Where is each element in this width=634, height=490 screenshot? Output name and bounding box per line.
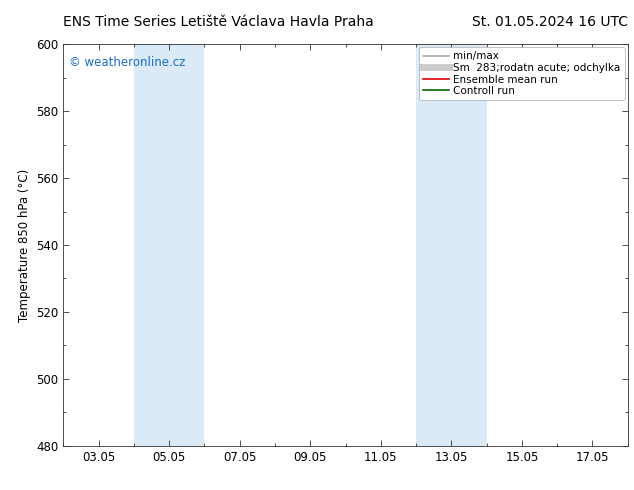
Bar: [134, 44, 204, 446]
Y-axis label: Temperature 850 hPa (°C): Temperature 850 hPa (°C): [18, 169, 30, 321]
Bar: [416, 44, 487, 446]
Legend: min/max, Sm  283;rodatn acute; odchylka, Ensemble mean run, Controll run: min/max, Sm 283;rodatn acute; odchylka, …: [418, 47, 624, 100]
Text: St. 01.05.2024 16 UTC: St. 01.05.2024 16 UTC: [472, 15, 628, 29]
Text: ENS Time Series Letiště Václava Havla Praha: ENS Time Series Letiště Václava Havla Pr…: [63, 15, 374, 29]
Text: © weatheronline.cz: © weatheronline.cz: [69, 56, 185, 69]
